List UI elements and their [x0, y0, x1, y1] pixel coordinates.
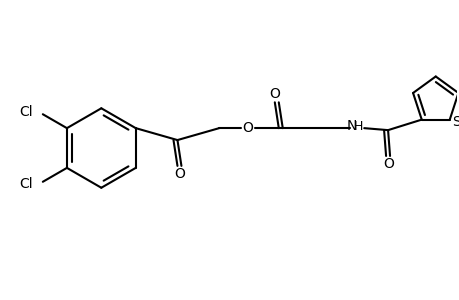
Text: O: O	[383, 157, 394, 171]
Text: O: O	[174, 167, 185, 181]
Text: Cl: Cl	[19, 105, 33, 119]
Text: H: H	[353, 120, 362, 133]
Text: O: O	[269, 87, 280, 101]
Text: N: N	[347, 119, 357, 133]
Text: O: O	[242, 121, 253, 135]
Text: S: S	[451, 115, 459, 129]
Text: Cl: Cl	[19, 177, 33, 191]
